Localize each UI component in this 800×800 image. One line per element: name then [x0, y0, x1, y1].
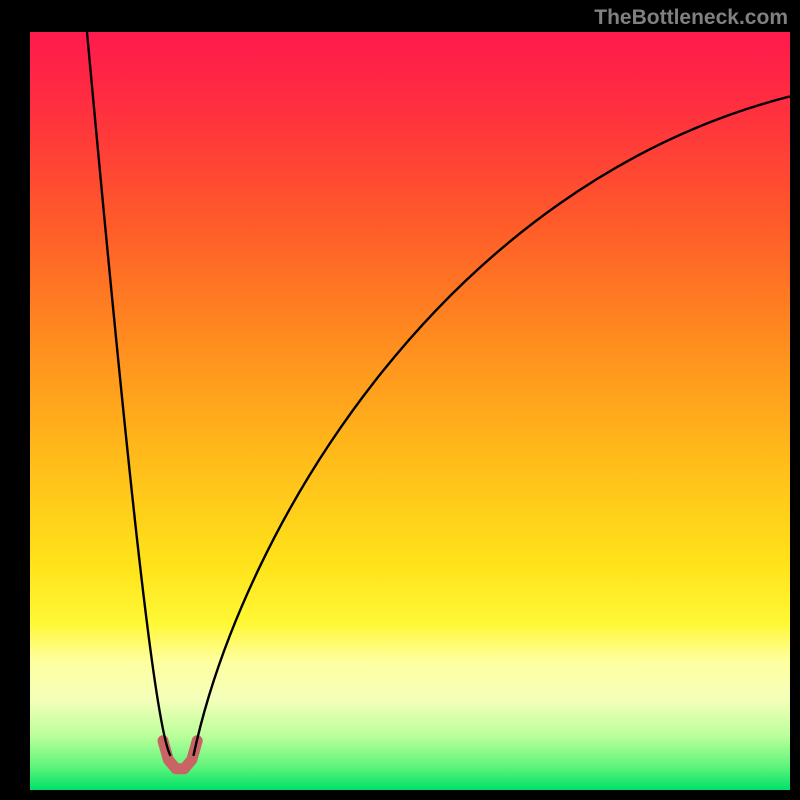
chart-frame: TheBottleneck.com [0, 0, 800, 800]
watermark-text: TheBottleneck.com [594, 6, 788, 30]
gradient-background [30, 32, 790, 790]
chart-plot [30, 32, 790, 790]
